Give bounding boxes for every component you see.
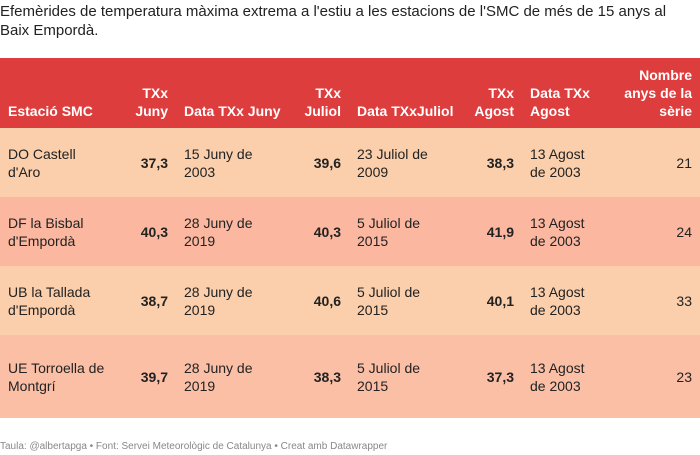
cell-txx-july: 39,6 — [313, 154, 341, 171]
cell-txx-july: 40,3 — [313, 223, 341, 240]
cell-txx-july: 40,6 — [313, 292, 341, 309]
table-row: DO Castell d'Aro 37,3 15 Juny de 2003 39… — [0, 128, 700, 197]
cell-date-july: 23 Juliol de 2009 — [357, 145, 428, 180]
cell-station: UE Torroella de Montgrí — [8, 359, 105, 394]
col-header-date-july: Data TXxJuliol — [357, 103, 454, 119]
col-header-station: Estació SMC — [8, 103, 93, 119]
cell-txx-august: 40,1 — [486, 292, 514, 309]
col-header-txx-august: TXx Agost — [474, 85, 514, 119]
cell-years: 24 — [676, 223, 692, 240]
cell-txx-june: 40,3 — [140, 223, 168, 240]
cell-txx-august: 38,3 — [486, 154, 514, 171]
col-header-date-august: Data TXx Agost — [530, 85, 590, 119]
table-row: DF la Bisbal d'Empordà 40,3 28 Juny de 2… — [0, 197, 700, 266]
cell-date-august: 13 Agost de 2003 — [530, 214, 585, 249]
cell-date-august: 13 Agost de 2003 — [530, 283, 585, 318]
cell-date-june: 28 Juny de 2019 — [184, 283, 253, 318]
cell-station: DO Castell d'Aro — [8, 145, 76, 180]
cell-years: 23 — [676, 368, 692, 385]
cell-years: 21 — [676, 154, 692, 171]
table-row: UB la Tallada d'Empordà 38,7 28 Juny de … — [0, 266, 700, 335]
data-table: Estació SMC TXx Juny Data TXx Juny TXx J… — [0, 58, 700, 418]
cell-date-june: 28 Juny de 2019 — [184, 214, 253, 249]
cell-txx-june: 39,7 — [140, 368, 168, 385]
cell-txx-august: 41,9 — [486, 223, 514, 240]
table-row: UE Torroella de Montgrí 39,7 28 Juny de … — [0, 335, 700, 418]
cell-date-july: 5 Juliol de 2015 — [357, 359, 421, 394]
cell-date-august: 13 Agost de 2003 — [530, 145, 585, 180]
cell-station: DF la Bisbal d'Empordà — [8, 214, 84, 249]
col-header-txx-june: TXx Juny — [135, 85, 168, 119]
cell-station: UB la Tallada d'Empordà — [8, 283, 91, 318]
table-header-row: Estació SMC TXx Juny Data TXx Juny TXx J… — [0, 58, 700, 128]
cell-date-june: 28 Juny de 2019 — [184, 359, 253, 394]
col-header-date-june: Data TXx Juny — [184, 103, 281, 119]
cell-txx-august: 37,3 — [486, 368, 514, 385]
col-header-txx-july: TXx Juliol — [304, 85, 341, 119]
cell-txx-june: 38,7 — [140, 292, 168, 309]
cell-date-july: 5 Juliol de 2015 — [357, 283, 421, 318]
cell-txx-july: 38,3 — [313, 368, 341, 385]
cell-years: 33 — [676, 292, 692, 309]
col-header-years: Nombre anys de la sèrie — [624, 67, 692, 119]
cell-date-august: 13 Agost de 2003 — [530, 359, 585, 394]
cell-txx-june: 37,3 — [140, 154, 168, 171]
chart-title: Efemèrides de temperatura màxima extrema… — [0, 3, 667, 39]
cell-date-june: 15 Juny de 2003 — [184, 145, 253, 180]
cell-date-july: 5 Juliol de 2015 — [357, 214, 421, 249]
source-footer: Taula: @albertapga • Font: Servei Meteor… — [0, 441, 388, 452]
